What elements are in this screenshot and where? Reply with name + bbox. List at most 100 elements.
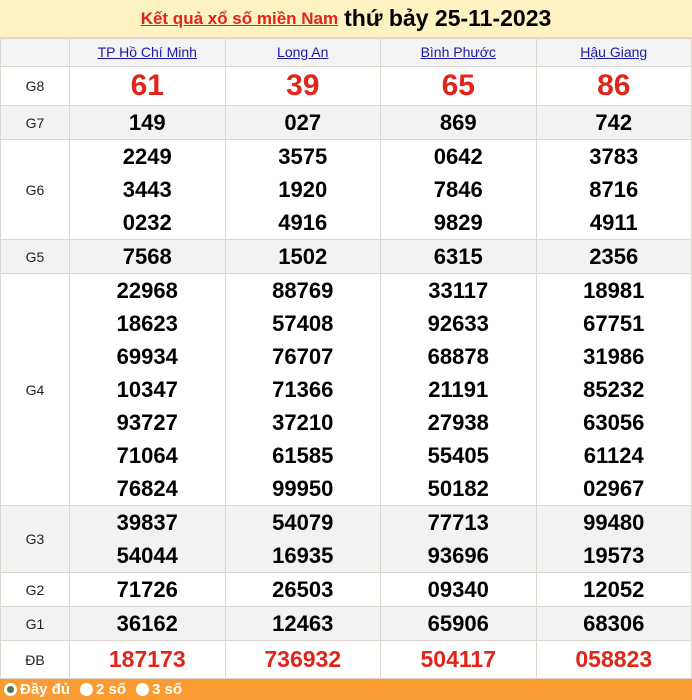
prize-label: G7 [0, 105, 70, 140]
prize-number: 93696 [427, 543, 489, 568]
prize-number: 54044 [116, 543, 178, 568]
prize-number: 50182 [427, 476, 489, 501]
prize-row-g2: G2 71726 26503 09340 12052 [0, 572, 692, 607]
prize-cell: 058823 [535, 640, 692, 679]
prize-number: 57408 [272, 311, 334, 336]
prize-number: 67751 [583, 311, 645, 336]
prize-cell: 61 [69, 66, 226, 106]
prize-cell: 2249 3443 0232 [69, 139, 226, 240]
prize-cell: 65906 [380, 606, 537, 641]
prize-cell: 86 [535, 66, 692, 106]
prize-cell: 869 [380, 105, 537, 140]
province-link[interactable]: Bình Phước [420, 43, 496, 60]
prize-cell: 742 [535, 105, 692, 140]
prize-cell: 65 [380, 66, 537, 106]
prize-number: 18623 [116, 311, 178, 336]
prize-number: 85232 [583, 377, 645, 402]
prize-number: 88769 [272, 278, 334, 303]
draw-date: thứ bảy 25-11-2023 [344, 5, 552, 31]
prize-label: ĐB [0, 640, 70, 679]
prize-cell: 0642 7846 9829 [380, 139, 537, 240]
prize-number: 61124 [583, 443, 644, 468]
corner-cell [0, 38, 70, 67]
prize-number: 2249 [122, 144, 172, 169]
prize-row-g6: G6 2249 3443 0232 3575 1920 4916 0642 7846 9829 37… [0, 139, 692, 240]
prize-cell: 77713 93696 [380, 505, 537, 573]
prize-number: 36162 [116, 611, 178, 636]
prize-number: 39 [286, 69, 320, 102]
prize-number: 71726 [116, 577, 178, 602]
prize-number: 8716 [589, 177, 639, 202]
prize-cell: 12463 [224, 606, 381, 641]
prize-number: 63056 [583, 410, 645, 435]
prize-number: 7846 [433, 177, 483, 202]
prize-cell: 149 [69, 105, 226, 140]
prize-cell: 2356 [535, 239, 692, 274]
prize-cell: 26503 [224, 572, 381, 607]
prize-cell: 6315 [380, 239, 537, 274]
prize-number: 22968 [116, 278, 178, 303]
prize-number: 65906 [427, 611, 489, 636]
prize-label: G5 [0, 239, 70, 274]
prize-number: 2356 [589, 244, 639, 269]
prize-number: 71064 [116, 443, 178, 468]
prize-number: 19573 [583, 543, 645, 568]
prize-number: 3443 [122, 177, 172, 202]
results-link[interactable]: Kết quả xổ số miền Nam [140, 8, 339, 28]
prize-row-g1: G1 36162 12463 65906 68306 [0, 606, 692, 641]
prize-row-g5: G5 7568 1502 6315 2356 [0, 239, 692, 274]
province-link[interactable]: Long An [277, 43, 329, 60]
prize-number: 39837 [116, 510, 178, 535]
prize-number: 68878 [427, 344, 489, 369]
prize-number: 77713 [427, 510, 489, 535]
results-table: TP Hồ Chí Minh Long An Bình Phước Hậu Gi… [0, 38, 692, 679]
prize-cell: 68306 [535, 606, 692, 641]
prize-number: 869 [439, 110, 477, 135]
prize-row-g7: G7 149 027 869 742 [0, 105, 692, 140]
prize-label: G1 [0, 606, 70, 641]
province-link[interactable]: Hậu Giang [580, 43, 648, 60]
radio-icon[interactable] [136, 683, 150, 696]
prize-number: 736932 [264, 646, 342, 672]
province-link[interactable]: TP Hồ Chí Minh [97, 43, 197, 60]
page-title: Kết quả xổ số miền Nam thứ bảy 25-11-202… [0, 0, 692, 38]
prize-number: 86 [597, 69, 631, 102]
prize-cell: 7568 [69, 239, 226, 274]
prize-number: 187173 [108, 646, 186, 672]
display-options: Đầy đủ 2 số 3 số [0, 679, 692, 700]
prize-number: 21191 [428, 377, 489, 402]
prize-number: 742 [595, 110, 633, 135]
prize-cell: 54079 16935 [224, 505, 381, 573]
prize-row-g8: G8 61 39 65 86 [0, 66, 692, 106]
prize-number: 76824 [116, 476, 178, 501]
prize-number: 27938 [427, 410, 489, 435]
prize-number: 12463 [272, 611, 334, 636]
prize-cell: 39837 54044 [69, 505, 226, 573]
prize-number: 149 [128, 110, 166, 135]
prize-cell: 22968 18623 69934 10347 93727 71064 76824 [69, 273, 226, 506]
prize-number: 68306 [583, 611, 645, 636]
prize-label: G8 [0, 66, 70, 106]
prize-number: 18981 [583, 278, 645, 303]
prize-label: G4 [0, 273, 70, 506]
radio-icon[interactable] [4, 683, 17, 696]
prize-cell: 09340 [380, 572, 537, 607]
prize-cell: 88769 57408 76707 71366 37210 61585 99950 [224, 273, 381, 506]
prize-cell: 504117 [380, 640, 537, 679]
prize-number: 09340 [427, 577, 489, 602]
prize-number: 92633 [427, 311, 489, 336]
option-2-digits[interactable]: 2 số [80, 681, 126, 698]
option-3-digits[interactable]: 3 số [136, 681, 182, 698]
prize-number: 31986 [583, 344, 645, 369]
prize-number: 37210 [272, 410, 334, 435]
prize-number: 1920 [278, 177, 328, 202]
prize-cell: 3575 1920 4916 [224, 139, 381, 240]
prize-row-g4: G4 22968 18623 69934 10347 93727 71064 76824 887… [0, 273, 692, 506]
radio-icon[interactable] [80, 683, 94, 696]
prize-number: 99950 [272, 476, 334, 501]
prize-number: 0232 [122, 210, 172, 235]
prize-number: 71366 [272, 377, 334, 402]
option-full[interactable]: Đầy đủ [4, 681, 70, 698]
prize-number: 12052 [583, 577, 645, 602]
prize-number: 02967 [583, 476, 645, 501]
